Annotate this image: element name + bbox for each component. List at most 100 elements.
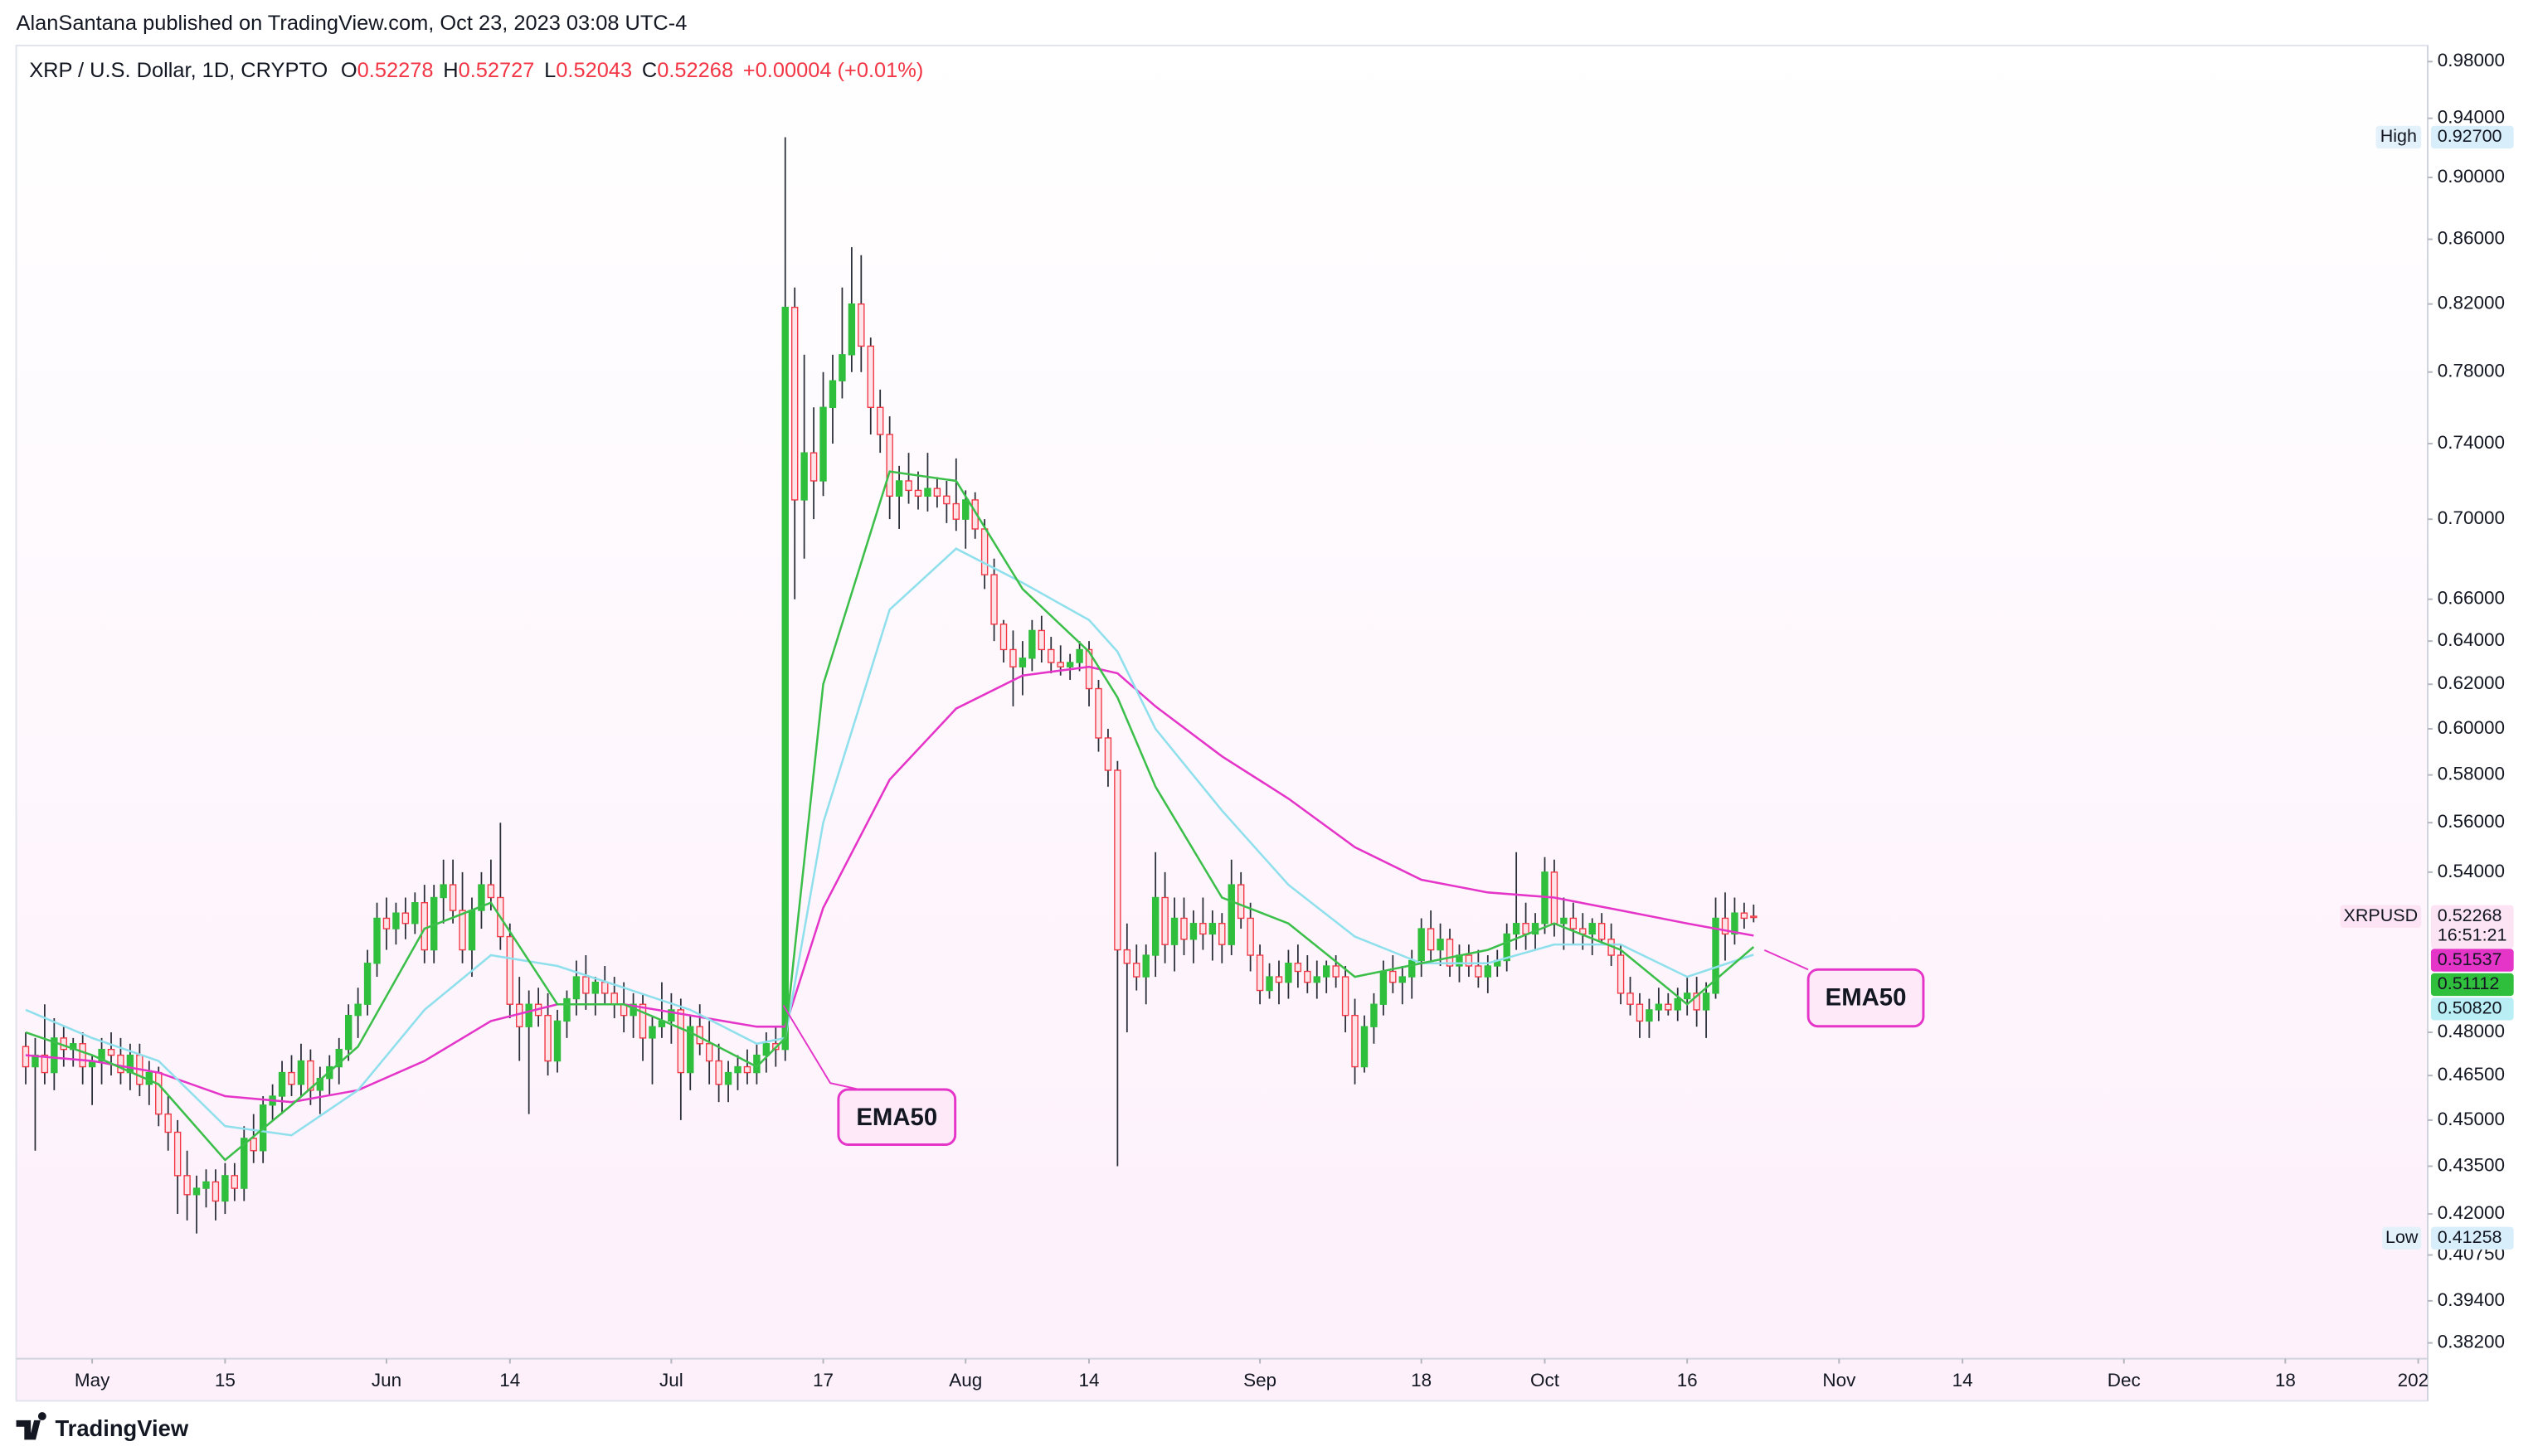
candle-body xyxy=(1484,965,1492,978)
candle-body xyxy=(1038,629,1046,651)
candle-body xyxy=(1123,949,1131,964)
candle-body xyxy=(1048,648,1055,663)
candle-body xyxy=(373,917,381,964)
candle-body xyxy=(544,1014,552,1062)
x-tick-label: Dec xyxy=(2108,1370,2141,1390)
candle-body xyxy=(354,1003,362,1017)
y-tick-label: 0.82000 xyxy=(2438,293,2505,313)
candle-body xyxy=(202,1181,210,1189)
candle-body xyxy=(382,917,391,929)
candle-body xyxy=(525,1003,532,1027)
candle-body xyxy=(705,1043,713,1062)
y-tick-label: 0.58000 xyxy=(2438,764,2505,784)
candle-body xyxy=(1626,993,1634,1005)
candle-body xyxy=(440,884,447,899)
candle-body xyxy=(1161,896,1169,945)
y-tick-label: 0.38200 xyxy=(2438,1332,2505,1352)
candle-body xyxy=(1646,1009,1653,1022)
candle-body xyxy=(867,345,874,408)
ema-tag-value: 0.51537 xyxy=(2438,949,2502,969)
candle-body xyxy=(839,354,846,381)
high-label: High xyxy=(2380,126,2417,146)
candle-body xyxy=(392,912,400,929)
x-tick-label: 18 xyxy=(2275,1370,2296,1390)
y-tick-label: 0.64000 xyxy=(2438,629,2505,650)
candle-body xyxy=(1522,923,1529,935)
candle-body xyxy=(1313,976,1320,983)
candle-body xyxy=(1569,917,1578,929)
candle-body xyxy=(307,1060,314,1091)
candle-body xyxy=(1740,912,1748,920)
x-tick-label: 18 xyxy=(1411,1370,1432,1390)
candle-body xyxy=(649,1026,656,1039)
candle-body xyxy=(1560,917,1568,925)
x-tick-label: 15 xyxy=(215,1370,236,1390)
candle-body xyxy=(1702,993,1710,1011)
ema-tag-value: 0.51112 xyxy=(2438,973,2500,993)
candle-body xyxy=(1655,1003,1663,1011)
publisher-header: AlanSantana published on TradingView.com… xyxy=(17,12,688,35)
candle-body xyxy=(858,303,865,347)
candle-body xyxy=(1531,923,1539,935)
ema-tag-value: 0.50820 xyxy=(2438,997,2502,1017)
candle-body xyxy=(250,1138,257,1152)
candle-body xyxy=(173,1131,182,1177)
candle-body xyxy=(1237,884,1245,920)
candle-body xyxy=(1057,662,1064,667)
candle-body xyxy=(459,910,466,951)
x-tick-label: 2024 xyxy=(2398,1370,2439,1390)
y-tick-label: 0.90000 xyxy=(2438,166,2505,187)
candle-body xyxy=(363,963,372,1005)
ema-line xyxy=(25,470,1755,1162)
candle-body xyxy=(51,1037,58,1074)
candle-body xyxy=(183,1175,191,1196)
candle-body xyxy=(221,1175,229,1202)
time-axis: May 15 Jun 14 Jul 17 Aug 14 Sep 18 Oct 16 Nov 14 Dec 18… xyxy=(75,1358,2439,1390)
footer: TradingView xyxy=(16,1412,189,1441)
candle-body xyxy=(164,1113,172,1133)
candle-body xyxy=(952,502,960,520)
candle-body xyxy=(962,499,970,520)
candle-body xyxy=(800,452,808,501)
candle-body xyxy=(781,306,789,1051)
candle-body xyxy=(877,406,884,435)
y-tick-label: 0.46500 xyxy=(2438,1064,2505,1085)
candle-body xyxy=(1475,965,1482,978)
last-value: 0.52268 xyxy=(2438,905,2502,925)
high-value: 0.92700 xyxy=(2438,126,2502,146)
legend-key: L xyxy=(544,59,556,82)
candle-body xyxy=(905,480,912,492)
candle-body xyxy=(278,1071,286,1097)
candle-body xyxy=(999,624,1008,651)
candle-body xyxy=(344,1014,352,1051)
candle-body xyxy=(1665,1003,1672,1011)
y-tick-label: 0.62000 xyxy=(2438,672,2505,693)
legend-change: +0.00004 (+0.01%) xyxy=(743,59,924,82)
candle-body xyxy=(98,1048,105,1062)
candle-body xyxy=(943,495,951,505)
candle-body xyxy=(1323,965,1330,978)
y-tick-label: 0.54000 xyxy=(2438,861,2505,881)
candle-body xyxy=(1019,658,1027,667)
candle-body xyxy=(1208,923,1217,935)
candle-body xyxy=(829,380,837,408)
callout-text: EMA50 xyxy=(856,1104,937,1131)
candle-body xyxy=(468,910,476,951)
y-tick-label: 0.39400 xyxy=(2438,1289,2505,1310)
candle-body xyxy=(1417,928,1425,962)
candle-body xyxy=(1351,1014,1359,1068)
y-tick-label: 0.74000 xyxy=(2438,432,2505,453)
ema-tag-box xyxy=(2430,997,2514,1021)
candle-body xyxy=(1247,917,1254,956)
candle-body xyxy=(421,902,428,951)
last-box xyxy=(2430,905,2514,949)
candle-body xyxy=(610,993,618,1005)
callout-2: EMA50 xyxy=(1763,949,1925,1028)
candle-body xyxy=(1114,769,1121,951)
x-tick-label: Jun xyxy=(372,1370,401,1390)
callout-pointer xyxy=(1763,949,1809,971)
x-tick-label: 14 xyxy=(1952,1370,1973,1390)
candle-body xyxy=(668,1009,675,1022)
candle-body xyxy=(288,1071,295,1085)
